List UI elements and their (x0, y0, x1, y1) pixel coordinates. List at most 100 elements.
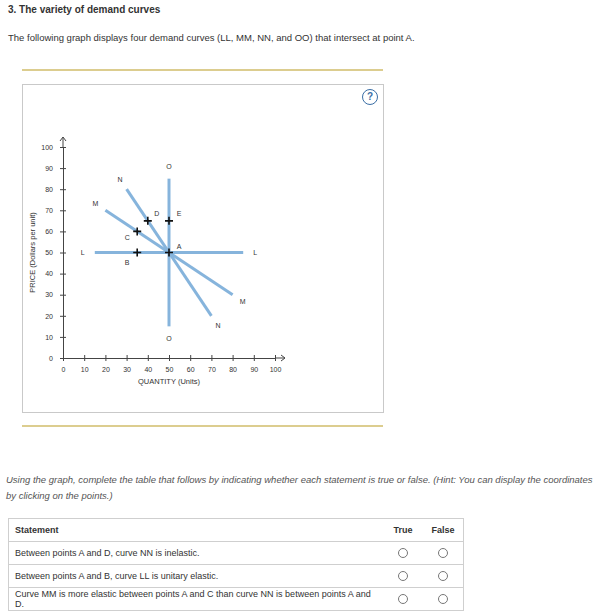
x-tick-mark (105, 355, 106, 361)
curve-label: L (253, 249, 257, 256)
y-tick: 30 (45, 291, 66, 298)
x-tick-mark (190, 355, 191, 361)
x-tick-label: 100 (270, 366, 282, 373)
x-tick: 70 (208, 355, 216, 373)
x-axis-title: QUANTITY (Units) (138, 377, 200, 386)
x-tick-label: 80 (229, 366, 237, 373)
y-tick-mark (60, 358, 66, 359)
x-tick-label: 50 (166, 366, 174, 373)
y-tick-mark (60, 274, 66, 275)
curve-label: L (81, 249, 85, 256)
radio-button[interactable] (398, 548, 408, 558)
curve-label: N (216, 322, 221, 329)
page-title: 3. The variety of demand curves (8, 4, 160, 15)
y-tick-label: 100 (41, 144, 53, 151)
y-tick-label: 70 (45, 207, 53, 214)
radio-button[interactable] (438, 571, 448, 581)
intro-text: The following graph displays four demand… (8, 32, 415, 43)
y-tick-label: 50 (45, 249, 53, 256)
y-tick-mark (60, 147, 66, 148)
separator (22, 425, 383, 427)
x-tick: 80 (229, 355, 237, 373)
y-tick: 100 (41, 144, 66, 151)
x-tick-label: 90 (250, 366, 258, 373)
y-tick-mark (60, 253, 66, 254)
curve-labels: LLMMNNOOABCDE (81, 163, 257, 342)
x-tick-label: 60 (187, 366, 195, 373)
table-cell: Between points A and D, curve NN is inel… (9, 542, 384, 565)
y-axis-arrow (60, 137, 66, 147)
point-marker[interactable] (133, 227, 141, 235)
y-tick-mark (60, 210, 66, 211)
chart: 0102030405060708090100010203040506070809… (0, 0, 608, 615)
y-tick: 90 (45, 165, 66, 172)
y-tick-mark (60, 168, 66, 169)
x-tick-mark (84, 355, 85, 361)
y-tick-mark (60, 316, 66, 317)
x-tick-mark (127, 355, 128, 361)
y-axis-title: PRICE (Dollars per unit) (28, 212, 37, 293)
curve-label: O (166, 163, 172, 170)
points (133, 217, 173, 257)
table-header: True (383, 519, 423, 542)
x-tick: 30 (123, 355, 131, 373)
x-tick-label: 30 (123, 366, 131, 373)
y-tick-mark (60, 337, 66, 338)
curve-label: O (166, 335, 172, 342)
y-tick: 0 (49, 355, 66, 362)
x-tick-mark (169, 355, 170, 361)
help-button[interactable]: ? (362, 89, 378, 105)
separator (22, 69, 383, 71)
x-axis-arrow (275, 355, 285, 361)
y-tick-mark (60, 231, 66, 232)
point-label: E (177, 210, 182, 217)
y-tick-mark (60, 189, 66, 190)
point-label: B (125, 259, 130, 266)
x-axis: 0 10 20 30 40 50 60 70 80 90 100 (62, 355, 282, 373)
point-marker[interactable] (165, 249, 173, 257)
x-tick-label: 0 (62, 366, 66, 373)
x-tick-mark (233, 355, 234, 361)
y-tick-mark (60, 295, 66, 296)
radio-button[interactable] (438, 548, 448, 558)
x-tick-mark (254, 355, 255, 361)
x-tick: 40 (144, 355, 152, 373)
y-tick-label: 30 (45, 291, 53, 298)
y-tick-label: 80 (45, 186, 53, 193)
table-cell: Between points A and B, curve LL is unit… (9, 565, 384, 588)
x-tick: 20 (102, 355, 110, 373)
x-tick-label: 40 (144, 366, 152, 373)
y-tick-label: 0 (49, 355, 53, 362)
x-tick-label: 70 (208, 366, 216, 373)
y-tick: 70 (45, 207, 66, 214)
point-label: D (154, 210, 159, 217)
y-tick: 20 (45, 313, 66, 320)
point-label: A (177, 243, 182, 250)
curve-label: N (117, 176, 122, 183)
table-cell: Curve MM is more elastic between points … (9, 588, 384, 611)
x-tick-label: 10 (81, 366, 89, 373)
x-tick: 10 (81, 355, 89, 373)
y-tick: 40 (45, 270, 66, 277)
radio-button[interactable] (398, 571, 408, 581)
point-marker[interactable] (165, 217, 173, 225)
x-tick-mark (211, 355, 212, 361)
y-tick: 50 (45, 249, 66, 256)
y-axis: 0102030405060708090100 (41, 144, 66, 362)
radio-button[interactable] (398, 594, 408, 604)
table-header: False (423, 519, 464, 542)
x-tick-mark (148, 355, 149, 361)
radio-button[interactable] (438, 594, 448, 604)
x-tick-label: 20 (102, 366, 110, 373)
curve-label: M (92, 200, 98, 207)
x-tick: 90 (250, 355, 258, 373)
point-marker[interactable] (133, 249, 141, 257)
point-marker[interactable] (144, 217, 152, 225)
y-tick-label: 20 (45, 313, 53, 320)
plot-area (95, 179, 243, 327)
y-tick-label: 60 (45, 228, 53, 235)
y-tick: 80 (45, 186, 66, 193)
point-label: C (125, 234, 130, 241)
x-tick: 60 (187, 355, 195, 373)
graph-frame (22, 84, 384, 413)
